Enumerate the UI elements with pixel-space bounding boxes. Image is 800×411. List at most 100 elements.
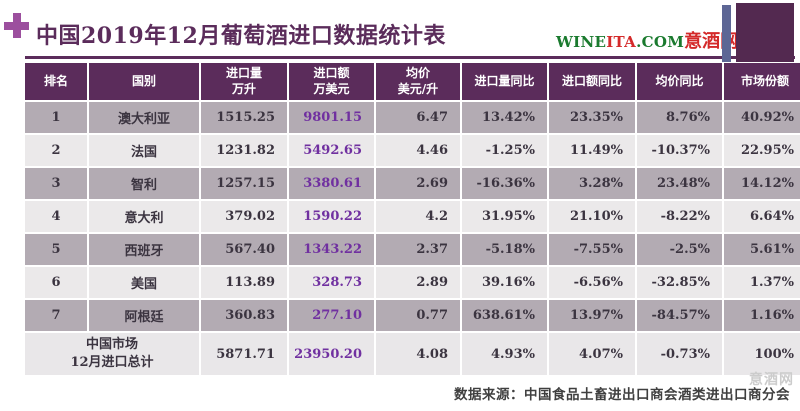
cell-price-yoy: -84.57% [637, 300, 722, 331]
cell-share: 40.92% [724, 102, 800, 133]
cell-country: 澳大利亚 [89, 102, 199, 133]
cell-share: 1.16% [724, 300, 800, 331]
cell-value-yoy: 23.35% [549, 102, 635, 133]
logo-com: .COM [636, 33, 685, 51]
cell-value-yoy: 3.28% [549, 168, 635, 199]
table-row: 2 法国 1231.82 5492.65 4.46 -1.25% 11.49% … [25, 135, 800, 166]
cell-volume: 1257.15 [201, 168, 287, 199]
cell-price: 2.37 [376, 234, 460, 265]
total-volume: 5871.71 [201, 333, 287, 375]
data-source: 数据来源：中国食品土畜进出口商会酒类进出口商分会 [454, 387, 790, 403]
total-price: 4.08 [376, 333, 460, 375]
col-header-value-yoy: 进口额同比 [549, 63, 635, 100]
cell-rank: 2 [25, 135, 87, 166]
cell-value: 1343.22 [289, 234, 374, 265]
watermark: 意酒网 [749, 372, 794, 388]
cell-volume-yoy: -1.25% [462, 135, 547, 166]
col-header-value: 进口额 万美元 [289, 63, 374, 100]
deco-square [736, 3, 794, 62]
cell-country: 意大利 [89, 201, 199, 232]
col-header-rank: 排名 [25, 63, 87, 100]
cell-price: 0.77 [376, 300, 460, 331]
cell-value: 328.73 [289, 267, 374, 298]
cell-rank: 1 [25, 102, 87, 133]
cell-rank: 6 [25, 267, 87, 298]
cell-rank: 5 [25, 234, 87, 265]
cell-price-yoy: -8.22% [637, 201, 722, 232]
cell-volume: 1515.25 [201, 102, 287, 133]
cell-volume: 567.40 [201, 234, 287, 265]
logo-ita: ITA [606, 33, 637, 51]
total-value-yoy: 4.07% [549, 333, 635, 375]
cell-volume: 360.83 [201, 300, 287, 331]
cell-share: 5.61% [724, 234, 800, 265]
cell-price-yoy: -32.85% [637, 267, 722, 298]
total-value: 23950.20 [289, 333, 374, 375]
cell-volume-yoy: 39.16% [462, 267, 547, 298]
col-header-share: 市场份额 [724, 63, 800, 100]
logo-wine: WINE [556, 33, 607, 51]
cell-share: 22.95% [724, 135, 800, 166]
table-row: 5 西班牙 567.40 1343.22 2.37 -5.18% -7.55% … [25, 234, 800, 265]
cell-value: 277.10 [289, 300, 374, 331]
table-row: 3 智利 1257.15 3380.61 2.69 -16.36% 3.28% … [25, 168, 800, 199]
title-rule [25, 56, 795, 59]
cell-country: 美国 [89, 267, 199, 298]
col-header-price-yoy: 均价同比 [637, 63, 722, 100]
total-label: 中国市场 12月进口总计 [25, 333, 199, 375]
cell-price-yoy: -2.5% [637, 234, 722, 265]
col-header-price: 均价 美元/升 [376, 63, 460, 100]
table-row: 1 澳大利亚 1515.25 9801.15 6.47 13.42% 23.35… [25, 102, 800, 133]
table-row: 7 阿根廷 360.83 277.10 0.77 638.61% 13.97% … [25, 300, 800, 331]
cell-price-yoy: -10.37% [637, 135, 722, 166]
cell-share: 14.12% [724, 168, 800, 199]
table-header-row: 排名 国别 进口量 万升 进口额 万美元 均价 美元/升 进口量同比 进口额同比 均价… [25, 63, 800, 100]
cell-value: 1590.22 [289, 201, 374, 232]
cell-country: 阿根廷 [89, 300, 199, 331]
cell-volume-yoy: 13.42% [462, 102, 547, 133]
cell-value-yoy: 11.49% [549, 135, 635, 166]
cell-value: 9801.15 [289, 102, 374, 133]
cell-value-yoy: 21.10% [549, 201, 635, 232]
cell-country: 智利 [89, 168, 199, 199]
cell-volume: 1231.82 [201, 135, 287, 166]
cell-price: 4.2 [376, 201, 460, 232]
cell-rank: 7 [25, 300, 87, 331]
cell-country: 西班牙 [89, 234, 199, 265]
total-volume-yoy: 4.93% [462, 333, 547, 375]
cell-value-yoy: -6.56% [549, 267, 635, 298]
total-price-yoy: -0.73% [637, 333, 722, 375]
deco-bar [722, 5, 731, 62]
col-header-volume: 进口量 万升 [201, 63, 287, 100]
cell-price: 2.89 [376, 267, 460, 298]
cell-volume-yoy: 31.95% [462, 201, 547, 232]
cell-price: 6.47 [376, 102, 460, 133]
cell-value: 3380.61 [289, 168, 374, 199]
cell-share: 1.37% [724, 267, 800, 298]
col-header-volume-yoy: 进口量同比 [462, 63, 547, 100]
cell-price-yoy: 23.48% [637, 168, 722, 199]
table-row: 6 美国 113.89 328.73 2.89 39.16% -6.56% -3… [25, 267, 800, 298]
import-table-wrap: 排名 国别 进口量 万升 进口额 万美元 均价 美元/升 进口量同比 进口额同比 均价… [23, 61, 800, 377]
table-row: 4 意大利 379.02 1590.22 4.2 31.95% 21.10% -… [25, 201, 800, 232]
cell-value: 5492.65 [289, 135, 374, 166]
page-title: 中国2019年12月葡萄酒进口数据统计表 [36, 23, 446, 49]
cell-volume-yoy: -5.18% [462, 234, 547, 265]
cell-volume-yoy: -16.36% [462, 168, 547, 199]
total-row: 中国市场 12月进口总计 5871.71 23950.20 4.08 4.93%… [25, 333, 800, 375]
wineita-logo: WINEITA.COM意酒网 [556, 27, 738, 53]
cell-volume: 113.89 [201, 267, 287, 298]
plus-icon [4, 13, 29, 38]
cell-rank: 3 [25, 168, 87, 199]
cell-price: 4.46 [376, 135, 460, 166]
cell-volume: 379.02 [201, 201, 287, 232]
import-table: 排名 国别 进口量 万升 进口额 万美元 均价 美元/升 进口量同比 进口额同比 均价… [23, 61, 800, 377]
cell-price: 2.69 [376, 168, 460, 199]
total-share: 100% [724, 333, 800, 375]
cell-volume-yoy: 638.61% [462, 300, 547, 331]
cell-country: 法国 [89, 135, 199, 166]
table-body: 1 澳大利亚 1515.25 9801.15 6.47 13.42% 23.35… [25, 102, 800, 331]
cell-value-yoy: 13.97% [549, 300, 635, 331]
cell-rank: 4 [25, 201, 87, 232]
